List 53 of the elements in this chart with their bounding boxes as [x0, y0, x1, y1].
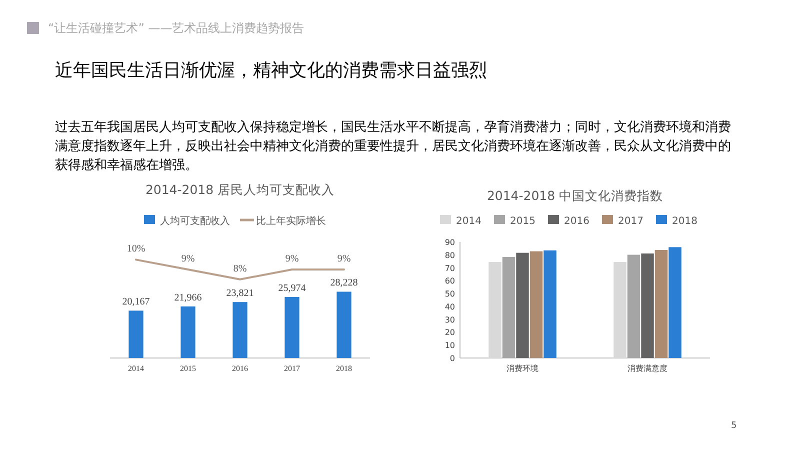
x-tick-label: 消费环境 [506, 364, 538, 373]
bar [180, 306, 196, 358]
text: 2014-2018 居民人均可支配收入 [144, 182, 336, 199]
legend-label: 比上年实际增长 [256, 215, 326, 227]
x-tick-label: 2016 [232, 364, 248, 373]
x-tick-label: 2014 [128, 364, 144, 373]
bar [516, 252, 529, 358]
data-label: 9% [337, 254, 351, 265]
legend-label: 2018 [672, 216, 698, 227]
y-tick-label: 20 [444, 328, 455, 338]
chart-title: 2014-2018 中国文化消费指数 [486, 188, 664, 203]
y-tick-label: 0 [450, 354, 455, 363]
x-tick-label: 消费满意度 [628, 364, 668, 373]
data-label: 8% [233, 263, 247, 274]
legend-label: 人均可支配收入 [160, 215, 230, 227]
x-tick-label: 2018 [336, 364, 352, 373]
bar [668, 247, 682, 358]
data-label: 28,228 [330, 278, 358, 289]
y-tick-label: 60 [444, 276, 455, 286]
text: 近年国民生活日渐优渥，精神文化的消费需求日益强烈 [55, 59, 487, 82]
legend-label: 2015 [510, 216, 536, 227]
bar [654, 250, 668, 358]
y-tick-label: 70 [444, 264, 455, 273]
bar [284, 297, 300, 358]
bar [128, 310, 144, 358]
x-tick-label: 2017 [284, 364, 300, 373]
data-label: 20,167 [122, 296, 150, 308]
y-tick-label: 10 [444, 341, 455, 350]
bar [502, 256, 516, 358]
y-tick-label: 50 [444, 290, 455, 299]
x-tick-label: 2015 [180, 364, 196, 373]
data-label: 21,966 [174, 292, 202, 304]
legend-label: 2017 [618, 216, 644, 227]
y-tick-label: 40 [444, 302, 455, 312]
data-label: 25,974 [278, 283, 306, 294]
text: “让生活碰撞艺术” ——艺术品线上消费趋势报告 [48, 20, 304, 37]
text: 5 [731, 421, 737, 431]
bar [336, 292, 352, 358]
bar [627, 254, 640, 358]
bar [641, 253, 654, 358]
legend-label: 2014 [456, 216, 482, 227]
bar [530, 251, 543, 358]
y-tick-label: 30 [444, 315, 455, 324]
legend-label: 2016 [564, 216, 590, 227]
data-label: 9% [181, 254, 195, 265]
bar [232, 302, 248, 358]
text: 过去五年我国居民人均可支配收入保持稳定增长，国民生活水平不断提高，孕育消费潜力；同时，文化消费环境和消费满意度指数逐年上升，反映出社会中精神文化消费的重要性提升，居民文化消费环境在逐渐改善，民众从文化消费中的获得感和幸福感在增强。 [55, 118, 732, 175]
data-label: 10% [126, 244, 146, 255]
y-tick-label: 90 [444, 238, 455, 247]
y-tick-label: 80 [444, 250, 455, 260]
data-label: 9% [285, 254, 299, 265]
bar [544, 250, 556, 358]
data-label: 23,821 [226, 288, 254, 300]
